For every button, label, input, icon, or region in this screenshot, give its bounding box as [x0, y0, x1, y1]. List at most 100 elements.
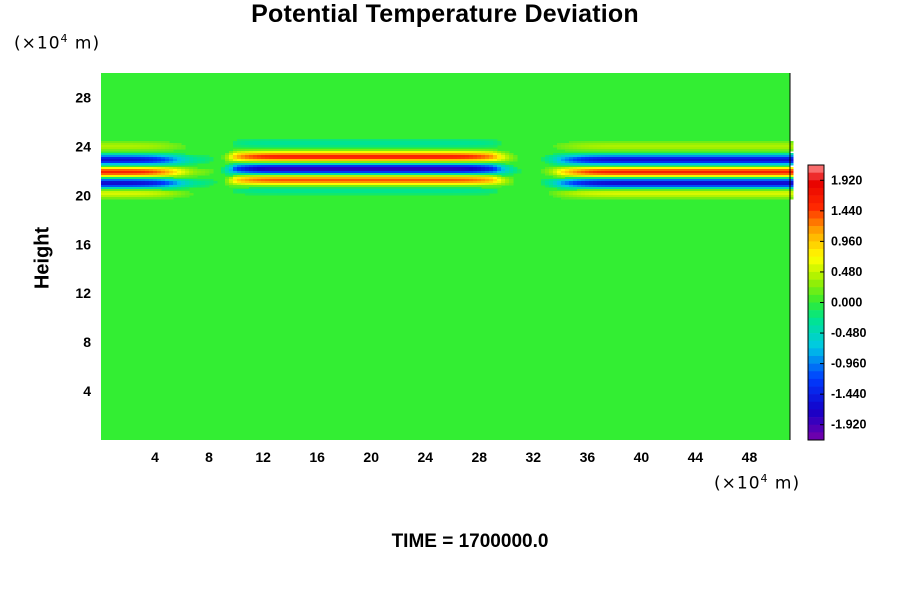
field-cell	[129, 197, 134, 200]
field-cell	[701, 141, 706, 144]
field-cell	[397, 171, 402, 174]
field-cell	[693, 163, 698, 166]
field-cell	[333, 145, 338, 148]
field-cell	[269, 161, 274, 164]
field-cell	[225, 159, 230, 162]
field-cell	[337, 177, 342, 180]
field-cell	[657, 195, 662, 198]
field-cell	[233, 181, 238, 184]
field-cell	[221, 157, 226, 160]
field-cell	[761, 161, 766, 164]
field-cell	[565, 175, 570, 178]
field-cell	[197, 185, 202, 188]
field-cell	[473, 177, 478, 180]
field-cell	[725, 173, 730, 176]
field-cell	[701, 189, 706, 192]
field-cell	[577, 143, 582, 146]
field-cell	[705, 169, 710, 172]
field-cell	[445, 189, 450, 192]
field-cell	[305, 149, 310, 152]
colorbar-tick-label: -0.480	[831, 326, 866, 340]
field-cell	[665, 177, 670, 180]
field-cell	[329, 167, 334, 170]
field-cell	[777, 193, 782, 196]
field-cell	[265, 189, 270, 192]
field-cell	[577, 171, 582, 174]
field-cell	[353, 169, 358, 172]
field-cell	[149, 157, 154, 160]
field-cell	[597, 145, 602, 148]
field-cell	[549, 159, 554, 162]
field-cell	[697, 141, 702, 144]
field-cell	[433, 141, 438, 144]
field-cell	[709, 185, 714, 188]
field-cell	[445, 181, 450, 184]
field-cell	[385, 181, 390, 184]
field-cell	[341, 141, 346, 144]
field-cell	[573, 175, 578, 178]
field-cell	[293, 163, 298, 166]
field-cell	[557, 147, 562, 150]
field-cell	[561, 179, 566, 182]
field-cell	[493, 145, 498, 148]
field-cell	[125, 141, 130, 144]
field-cell	[613, 167, 618, 170]
field-cell	[789, 141, 794, 144]
field-cell	[161, 153, 166, 156]
field-cell	[137, 153, 142, 156]
field-cell	[745, 163, 750, 166]
field-cell	[561, 147, 566, 150]
field-cell	[225, 155, 230, 158]
field-cell	[757, 191, 762, 194]
field-cell	[689, 183, 694, 186]
field-cell	[585, 173, 590, 176]
field-cell	[265, 141, 270, 144]
field-cell	[769, 171, 774, 174]
field-cell	[773, 141, 778, 144]
field-cell	[677, 173, 682, 176]
field-cell	[317, 163, 322, 166]
field-cell	[437, 177, 442, 180]
field-cell	[665, 145, 670, 148]
field-cell	[725, 197, 730, 200]
field-cell	[125, 153, 130, 156]
field-cell	[789, 181, 794, 184]
field-cell	[765, 173, 770, 176]
field-cell	[621, 181, 626, 184]
field-cell	[445, 167, 450, 170]
field-cell	[381, 157, 386, 160]
field-cell	[613, 189, 618, 192]
field-cell	[473, 185, 478, 188]
field-cell	[201, 155, 206, 158]
field-cell	[781, 177, 786, 180]
field-cell	[265, 191, 270, 194]
field-cell	[461, 141, 466, 144]
field-cell	[653, 141, 658, 144]
field-cell	[641, 157, 646, 160]
field-cell	[673, 173, 678, 176]
field-cell	[425, 159, 430, 162]
field-cell	[565, 197, 570, 200]
field-cell	[401, 145, 406, 148]
field-cell	[237, 171, 242, 174]
field-cell	[297, 185, 302, 188]
field-cell	[649, 185, 654, 188]
field-cell	[681, 163, 686, 166]
field-cell	[789, 197, 794, 200]
field-cell	[361, 177, 366, 180]
field-cell	[161, 173, 166, 176]
field-cell	[641, 181, 646, 184]
field-cell	[361, 191, 366, 194]
field-cell	[389, 157, 394, 160]
field-cell	[701, 163, 706, 166]
field-cell	[169, 167, 174, 170]
field-cell	[197, 181, 202, 184]
field-cell	[149, 197, 154, 200]
field-cell	[309, 181, 314, 184]
field-cell	[161, 177, 166, 180]
field-cell	[457, 161, 462, 164]
field-cell	[765, 153, 770, 156]
field-cell	[645, 153, 650, 156]
field-cell	[489, 177, 494, 180]
field-cell	[545, 181, 550, 184]
